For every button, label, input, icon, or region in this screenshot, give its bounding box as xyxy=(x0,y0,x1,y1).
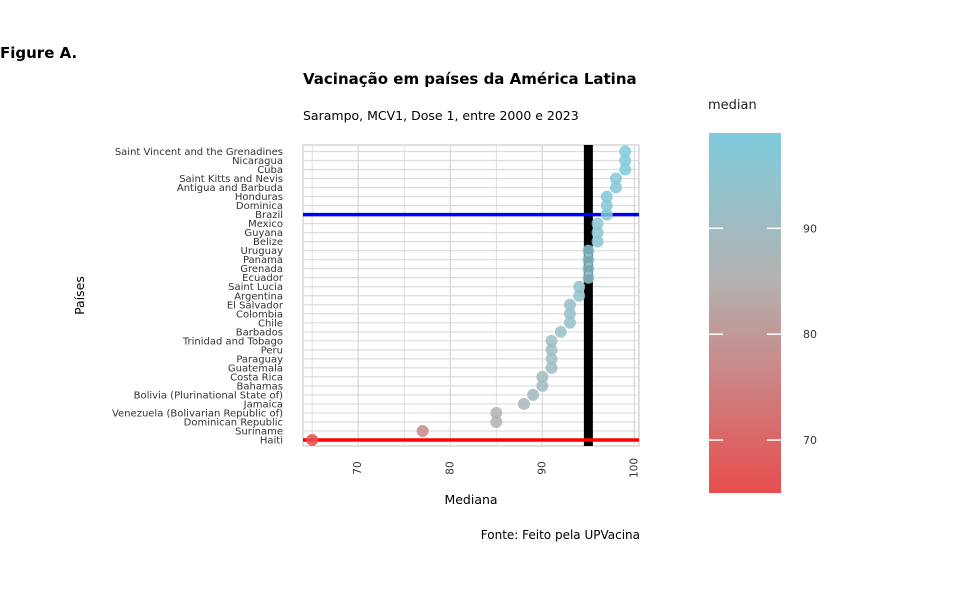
y-tick-label: Saint Kitts and Nevis xyxy=(179,174,283,185)
x-tick-label: 90 xyxy=(536,461,548,474)
data-point xyxy=(517,397,530,410)
y-tick-label: Guatemala xyxy=(228,363,283,374)
data-point xyxy=(545,343,558,356)
data-point xyxy=(536,370,549,383)
y-tick-label: Cuba xyxy=(257,165,283,176)
y-tick-label: Saint Vincent and the Grenadines xyxy=(115,147,283,158)
y-tick-label: Peru xyxy=(261,345,283,356)
legend-tick-label: 70 xyxy=(803,434,817,447)
chart-subtitle: Sarampo, MCV1, Dose 1, entre 2000 e 2023 xyxy=(303,108,579,123)
y-tick-label: Nicaragua xyxy=(232,156,283,167)
data-point xyxy=(619,163,632,176)
y-tick-label: Belize xyxy=(253,237,283,248)
data-point xyxy=(573,289,586,302)
y-tick-label: Bahamas xyxy=(236,381,283,392)
data-point xyxy=(536,379,549,392)
y-tick-label: Colombia xyxy=(236,309,283,320)
y-tick-label: Venezuela (Bolivarian Republic of) xyxy=(112,408,283,419)
y-tick-label: El Salvador xyxy=(227,300,284,311)
y-tick-label: Barbados xyxy=(236,327,283,338)
data-point xyxy=(490,406,503,419)
figure-label: Figure A. xyxy=(0,44,78,62)
data-point xyxy=(306,434,319,446)
y-tick-label: Chile xyxy=(258,318,283,329)
x-tick-label: 70 xyxy=(352,461,364,474)
x-tick-label: 80 xyxy=(444,461,456,474)
chart-title: Vacinação em países da América Latina xyxy=(303,70,637,88)
y-tick-label: Argentina xyxy=(234,291,283,302)
data-point xyxy=(563,307,576,320)
y-tick-label: Panama xyxy=(243,255,283,266)
data-point xyxy=(573,280,586,293)
y-axis-title: Países xyxy=(72,276,87,315)
legend-title: median xyxy=(708,98,757,113)
data-point xyxy=(563,298,576,311)
legend-tick-label: 90 xyxy=(803,222,817,235)
y-tick-label: Suriname xyxy=(235,426,283,437)
y-tick-label: Grenada xyxy=(240,264,283,275)
y-tick-label: Bolivia (Plurinational State of) xyxy=(134,390,283,401)
y-tick-label: Mexico xyxy=(248,219,283,230)
chart-caption: Fonte: Feito pela UPVacina xyxy=(480,528,640,542)
x-tick-label: 100 xyxy=(628,458,640,478)
y-tick-label: Jamaica xyxy=(243,399,283,410)
y-tick-label: Antigua and Barbuda xyxy=(177,183,283,194)
data-point xyxy=(609,172,622,185)
data-point xyxy=(619,145,632,158)
legend-tick-label: 80 xyxy=(803,328,817,341)
data-point xyxy=(582,244,595,257)
y-tick-label: Dominican Republic xyxy=(184,417,283,428)
data-point xyxy=(591,226,604,239)
data-point xyxy=(527,388,540,401)
data-point xyxy=(554,325,567,338)
y-tick-label: Saint Lucia xyxy=(228,282,283,293)
data-point xyxy=(600,208,613,221)
y-tick-label: Trinidad and Tobago xyxy=(182,336,283,347)
data-point xyxy=(591,235,604,248)
y-tick-label: Ecuador xyxy=(242,273,284,284)
data-point xyxy=(609,181,622,194)
x-axis-title: Mediana xyxy=(444,492,497,507)
data-point xyxy=(582,253,595,266)
data-point xyxy=(591,217,604,230)
data-point xyxy=(545,334,558,347)
data-point xyxy=(416,424,429,437)
y-tick-label: Honduras xyxy=(235,192,283,203)
data-point xyxy=(490,415,503,428)
y-tick-label: Costa Rica xyxy=(230,372,283,383)
data-point xyxy=(545,361,558,374)
y-tick-label: Dominica xyxy=(236,201,283,212)
data-point xyxy=(582,271,595,284)
data-point xyxy=(563,316,576,329)
legend-colorbar xyxy=(709,133,781,493)
y-tick-label: Brazil xyxy=(255,210,283,221)
data-point xyxy=(600,199,613,212)
data-point xyxy=(619,154,632,167)
y-tick-label: Haiti xyxy=(260,436,283,447)
data-point xyxy=(545,352,558,365)
y-tick-label: Paraguay xyxy=(236,354,283,365)
y-tick-label: Guyana xyxy=(244,228,283,239)
data-point xyxy=(600,190,613,203)
y-tick-label: Uruguay xyxy=(241,246,284,257)
data-point xyxy=(582,262,595,275)
